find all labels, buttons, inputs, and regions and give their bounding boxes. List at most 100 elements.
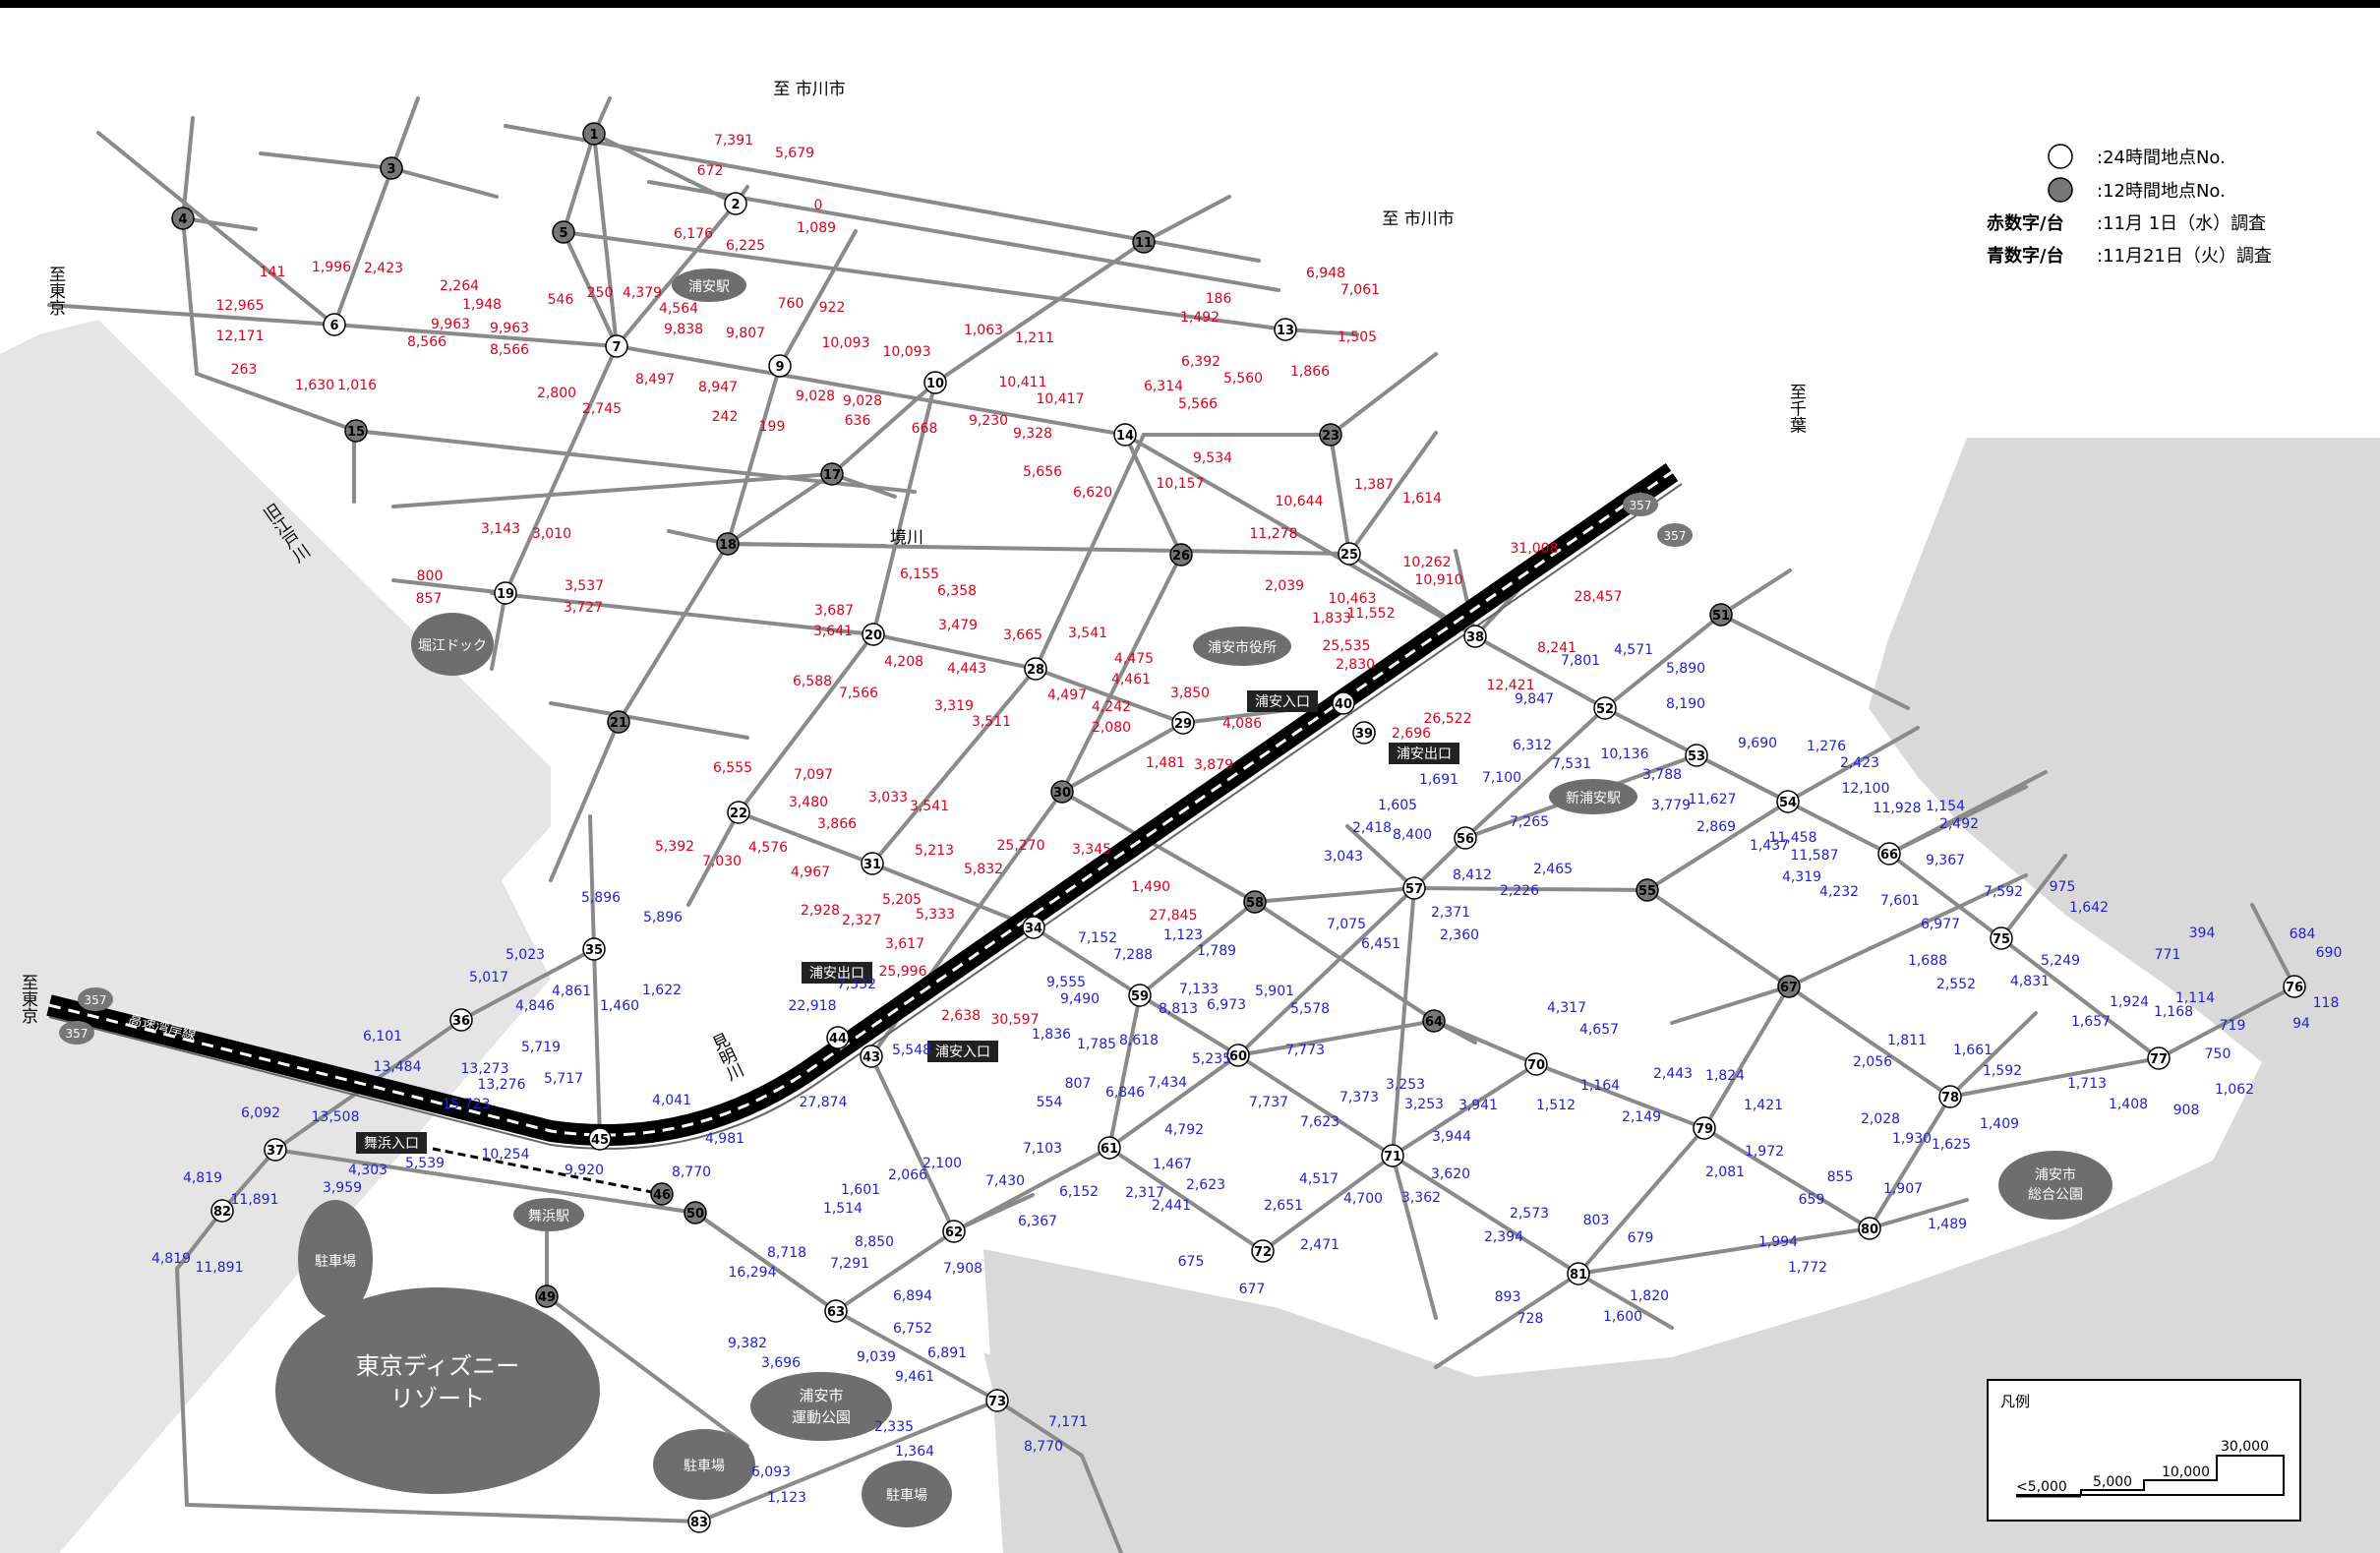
traffic-count-blue: 5,890 <box>1666 661 1705 677</box>
traffic-count-red: 7,061 <box>1340 282 1380 298</box>
traffic-count-blue: 6,894 <box>893 1288 932 1304</box>
traffic-count-red: 10,093 <box>822 335 870 351</box>
traffic-count-blue: 1,489 <box>1928 1217 1967 1232</box>
traffic-count-blue: 6,891 <box>927 1345 967 1361</box>
survey-point-marker <box>582 937 606 961</box>
traffic-count-red: 242 <box>712 409 739 425</box>
survey-point-marker <box>1776 790 1800 813</box>
traffic-count-blue: 6,101 <box>363 1029 402 1045</box>
survey-point-number: 14 <box>1116 429 1134 444</box>
survey-point-marker <box>1685 744 1708 767</box>
traffic-count-blue: 1,642 <box>2069 900 2109 916</box>
traffic-count-red: 10,157 <box>1157 476 1205 492</box>
traffic-count-blue: 6,451 <box>1361 936 1400 952</box>
survey-point-55: 55 <box>1636 878 1659 902</box>
survey-point-marker <box>1567 1262 1590 1285</box>
survey-point-15: 15 <box>344 419 368 443</box>
traffic-count-blue: 118 <box>2313 995 2340 1011</box>
traffic-count-blue: 7,291 <box>830 1256 869 1272</box>
traffic-count-red: 3,879 <box>1194 757 1233 773</box>
survey-point-marker <box>1113 423 1137 447</box>
traffic-count-blue: 22,918 <box>789 998 837 1014</box>
survey-point-marker <box>380 156 403 180</box>
survey-point-2: 2 <box>724 192 747 215</box>
svg-text:357: 357 <box>1664 529 1687 543</box>
traffic-count-blue: 1,408 <box>2109 1097 2148 1112</box>
traffic-count-blue: 7,075 <box>1327 917 1366 932</box>
traffic-count-blue: 8,770 <box>672 1165 711 1180</box>
traffic-count-blue: 771 <box>2155 947 2181 963</box>
traffic-count-blue: 5,017 <box>469 970 508 986</box>
traffic-count-blue: 1,994 <box>1758 1234 1798 1250</box>
traffic-count-red: 8,566 <box>490 342 529 358</box>
survey-point-37: 37 <box>264 1138 287 1162</box>
traffic-count-red: 4,497 <box>1047 687 1087 703</box>
traffic-count-red: 5,213 <box>915 843 954 859</box>
traffic-count-blue: 3,620 <box>1431 1166 1470 1182</box>
parking-area-3 <box>862 1461 952 1527</box>
traffic-count-blue: 5,249 <box>2041 953 2080 969</box>
survey-point-number: 31 <box>863 858 881 872</box>
survey-point-43: 43 <box>860 1045 883 1068</box>
traffic-count-blue: 2,056 <box>1853 1054 1892 1070</box>
traffic-count-red: 6,155 <box>900 567 939 582</box>
shin-urayasu-label: 新浦安駅 <box>1566 791 1621 806</box>
survey-point-number: 21 <box>610 716 627 731</box>
traffic-count-red: 3,537 <box>565 578 604 594</box>
traffic-count-blue: 1,625 <box>1932 1137 1971 1153</box>
survey-point-number: 29 <box>1174 717 1192 732</box>
traffic-count-blue: 2,471 <box>1300 1237 1339 1253</box>
survey-point-7: 7 <box>605 334 628 358</box>
traffic-count-blue: 3,253 <box>1404 1097 1444 1112</box>
traffic-count-blue: 807 <box>1065 1076 1092 1092</box>
traffic-count-blue: 893 <box>1495 1289 1521 1305</box>
traffic-count-blue: 8,770 <box>1024 1439 1063 1455</box>
traffic-count-blue: 3,253 <box>1386 1077 1425 1093</box>
shin-urayasu-area <box>1549 779 1637 814</box>
survey-point-number: 36 <box>452 1014 470 1029</box>
traffic-count-blue: 7,592 <box>1984 884 2023 900</box>
survey-point-number: 19 <box>497 587 514 602</box>
traffic-count-blue: 1,164 <box>1580 1078 1620 1094</box>
to-ichikawa-1: 至 市川市 <box>773 80 845 99</box>
traffic-count-blue: 2,371 <box>1431 905 1470 921</box>
traffic-count-blue: 690 <box>2316 945 2343 961</box>
survey-point-marker <box>985 1389 1009 1412</box>
traffic-count-red: 2,745 <box>582 401 622 417</box>
survey-point-82: 82 <box>210 1199 234 1223</box>
survey-point-number: 5 <box>559 226 567 241</box>
survey-point-marker <box>1693 1116 1716 1140</box>
traffic-count-blue: 13,276 <box>478 1077 526 1093</box>
survey-point-number: 66 <box>1880 848 1898 863</box>
survey-point-number: 51 <box>1712 609 1730 624</box>
traffic-count-red: 3,641 <box>813 624 853 639</box>
traffic-count-blue: 3,941 <box>1458 1098 1498 1113</box>
survey-point-70: 70 <box>1524 1052 1548 1076</box>
traffic-count-blue: 1,772 <box>1788 1260 1827 1276</box>
traffic-count-red: 4,086 <box>1222 716 1262 732</box>
survey-point-number: 78 <box>1941 1091 1959 1105</box>
horie-dock-label: 堀江ドック <box>418 638 487 654</box>
traffic-count-blue: 1,691 <box>1419 772 1458 788</box>
traffic-count-blue: 728 <box>1517 1311 1544 1327</box>
survey-point-77: 77 <box>2147 1046 2171 1070</box>
survey-point-number: 76 <box>2286 981 2303 995</box>
traffic-count-red: 8,497 <box>635 372 675 388</box>
traffic-count-red: 7,391 <box>714 133 753 149</box>
survey-points: 1234567910111314151718192021222325262829… <box>171 122 2306 1533</box>
sports-park-area <box>750 1372 892 1441</box>
traffic-count-blue: 1,820 <box>1630 1288 1669 1304</box>
traffic-count-blue: 1,512 <box>1536 1098 1576 1113</box>
survey-point-number: 30 <box>1053 786 1071 801</box>
traffic-count-red: 12,965 <box>216 298 265 314</box>
survey-point-number: 26 <box>1172 549 1190 564</box>
traffic-count-blue: 2,394 <box>1484 1229 1523 1245</box>
traffic-count-red: 4,379 <box>623 285 662 301</box>
traffic-count-blue: 7,430 <box>985 1173 1025 1189</box>
traffic-count-blue: 1,972 <box>1745 1144 1784 1160</box>
traffic-count-red: 2,039 <box>1265 578 1304 594</box>
general-park-area <box>1998 1151 2112 1220</box>
legend-red-text: :11月 1日（水）調査 <box>2097 213 2266 234</box>
traffic-count-red: 31,008 <box>1511 541 1559 557</box>
